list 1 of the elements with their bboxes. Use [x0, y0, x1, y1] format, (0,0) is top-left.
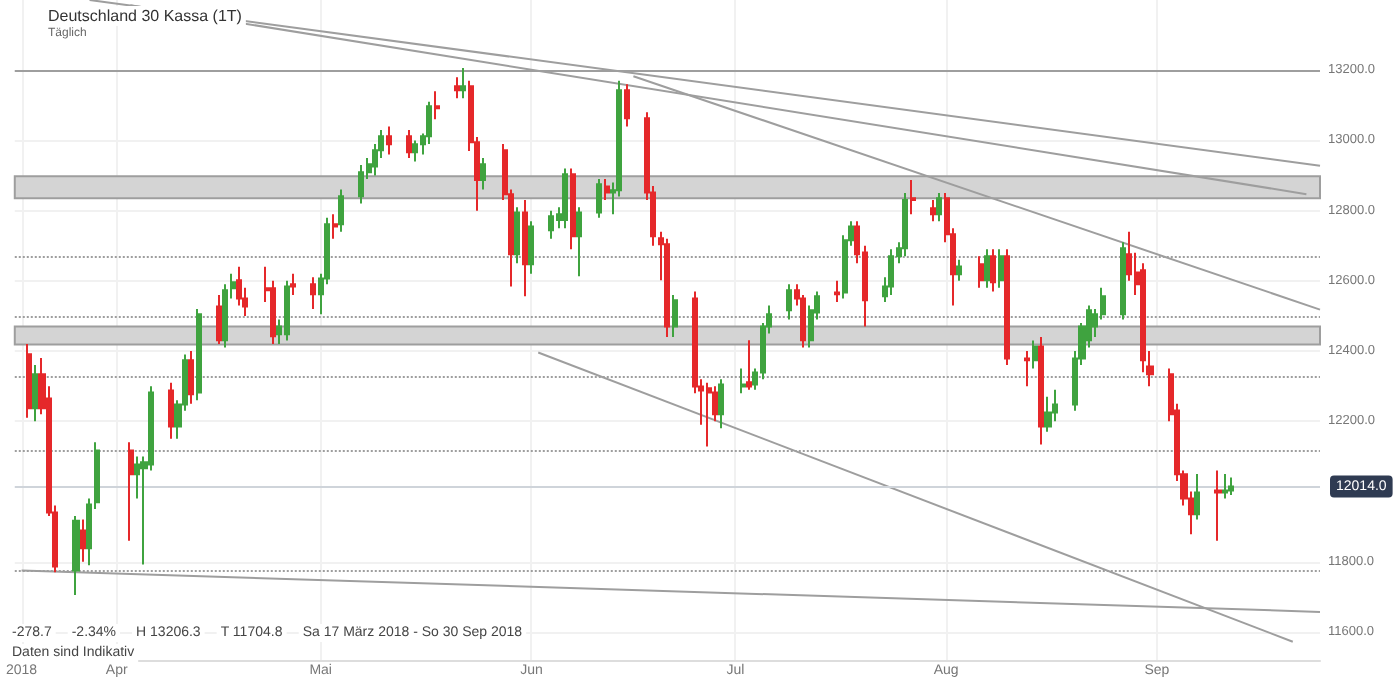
- chart-title: Deutschland 30 Kassa (1T): [48, 7, 243, 25]
